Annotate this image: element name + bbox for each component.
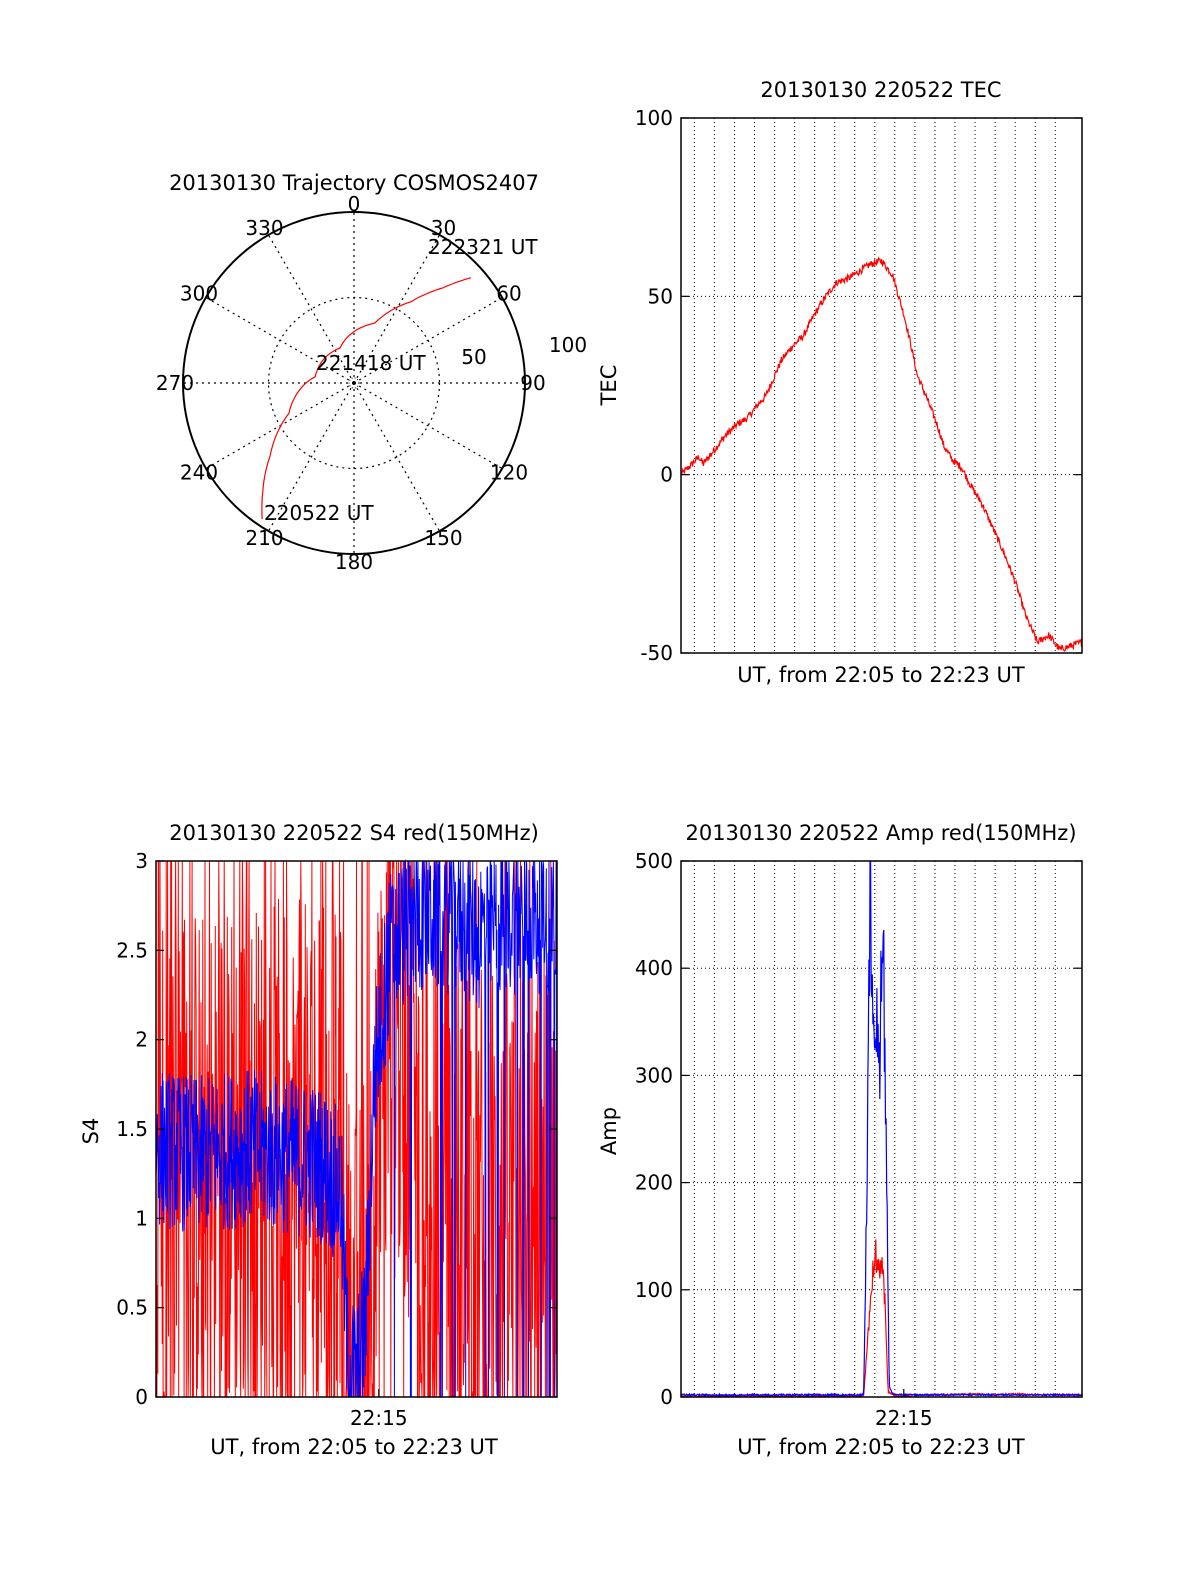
y-tick-label: 0.5: [116, 1296, 148, 1320]
s4-x-label: UT, from 22:05 to 22:23 UT: [210, 1435, 498, 1459]
y-tick-label: 0: [135, 1385, 148, 1409]
azimuth-label-90: 90: [520, 371, 545, 395]
tec-plot-frame: [680, 117, 1083, 654]
x-tick-label: 22:15: [350, 1406, 408, 1430]
series-line-blue: [680, 860, 1083, 1398]
y-tick-label: 200: [635, 1171, 673, 1195]
y-tick-label: 300: [635, 1063, 673, 1087]
azimuth-label-300: 300: [180, 282, 218, 306]
azimuth-label-120: 120: [490, 461, 528, 485]
s4-y-label: S4: [79, 1118, 103, 1145]
y-tick-label: -50: [640, 641, 673, 665]
tec-title: 20130130 220522 TEC: [760, 78, 1001, 102]
s4-x-ticks: 22:15: [350, 1389, 408, 1430]
azimuth-label-240: 240: [180, 461, 218, 485]
x-tick-label: 22:15: [875, 1406, 933, 1430]
polar-spoke-240: [205, 382, 355, 470]
tec-grid: [681, 117, 1082, 654]
amp-x-ticks: 22:15: [875, 1389, 933, 1430]
tec-series: [680, 256, 1083, 652]
trajectory-panel: 20130130 Trajectory COSMOS2407 0 30 60 90 12…: [156, 171, 587, 574]
series-line-red: [680, 256, 1083, 652]
y-tick-label: 0: [660, 1385, 673, 1409]
y-tick-label: 100: [635, 1278, 673, 1302]
azimuth-label-180: 180: [335, 550, 373, 574]
y-tick-label: 400: [635, 956, 673, 980]
polar-spoke-330: [267, 234, 355, 384]
amp-x-label: UT, from 22:05 to 22:23 UT: [737, 1435, 1025, 1459]
y-tick-label: 0: [660, 463, 673, 487]
azimuth-label-60: 60: [496, 282, 521, 306]
y-tick-label: 1.5: [116, 1117, 148, 1141]
tec-y-ticks: -50 0 50 100: [635, 106, 1082, 665]
amp-grid: [681, 860, 1082, 1398]
polar-spoke-30: [353, 234, 441, 384]
y-tick-label: 2.5: [116, 938, 148, 962]
polar-spoke-150: [353, 382, 441, 532]
ring-label-50: 50: [461, 345, 486, 369]
amp-y-ticks: 0 100 200 300 400 500: [635, 849, 1082, 1409]
polar-azimuth-labels: 0 30 60 90 120 150 180 210 240 270 300 330: [156, 192, 546, 574]
s4-panel: 20130130 220522 S4 red(150MHz) 0 0.5 1 1.5 2…: [79, 821, 558, 1459]
polar-grid: [183, 212, 525, 554]
azimuth-label-150: 150: [424, 526, 462, 550]
amp-panel: 20130130 220522 Amp red(150MHz) 0 100 200 3…: [597, 821, 1083, 1459]
polar-spoke-60: [353, 296, 503, 384]
annotation-start-time: 220522 UT: [264, 501, 374, 525]
trajectory-track: [261, 277, 472, 520]
ring-label-100: 100: [549, 333, 587, 357]
azimuth-label-210: 210: [245, 526, 283, 550]
y-tick-label: 3: [135, 849, 148, 873]
azimuth-label-270: 270: [156, 371, 194, 395]
y-tick-label: 500: [635, 849, 673, 873]
s4-series: [155, 859, 558, 1399]
polar-spoke-210: [267, 382, 355, 532]
azimuth-label-330: 330: [245, 216, 283, 240]
amp-y-label: Amp: [597, 1107, 621, 1155]
tec-x-label: UT, from 22:05 to 22:23 UT: [737, 663, 1025, 687]
s4-title: 20130130 220522 S4 red(150MHz): [169, 821, 539, 845]
annotation-mid-time: 221418 UT: [316, 351, 426, 375]
azimuth-label-30: 30: [431, 216, 456, 240]
y-tick-label: 1: [135, 1206, 148, 1230]
azimuth-label-0: 0: [348, 192, 361, 216]
amp-title: 20130130 220522 Amp red(150MHz): [685, 821, 1076, 845]
amp-plot-frame: [680, 860, 1083, 1398]
tec-y-label: TEC: [597, 365, 621, 407]
s4-y-ticks: 0 0.5 1 1.5 2 2.5 3: [116, 849, 557, 1409]
annotation-end-time: 222321 UT: [428, 235, 538, 259]
tec-panel: 20130130 220522 TEC -50 0 50 100 TEC UT, fr…: [597, 78, 1083, 687]
trajectory-title: 20130130 Trajectory COSMOS2407: [169, 171, 539, 195]
y-tick-label: 50: [648, 284, 673, 308]
y-tick-label: 100: [635, 106, 673, 130]
series-line-red: [680, 1239, 1083, 1399]
amp-series: [680, 860, 1083, 1399]
polar-center: [348, 377, 360, 389]
y-tick-label: 2: [135, 1028, 148, 1052]
polar-spoke-120: [353, 382, 503, 470]
polar-outer-ring: [182, 211, 526, 555]
polar-spoke-300: [205, 296, 355, 384]
